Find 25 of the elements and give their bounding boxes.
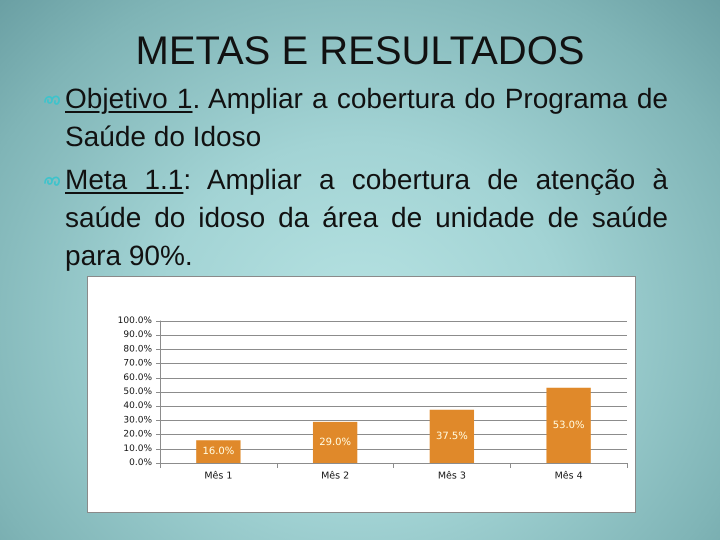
y-tick-label: 0.0%: [129, 458, 152, 468]
data-label: 53.0%: [552, 420, 585, 431]
x-tick-label: Mês 4: [554, 470, 583, 482]
bar: [546, 388, 591, 463]
y-tick-label: 40.0%: [123, 401, 152, 412]
y-tick-label: 90.0%: [123, 330, 152, 340]
text: Objetivo 1. Ampliar a cobertura do Programa de Saúde do Idoso: [65, 83, 668, 152]
data-label: 37.5%: [436, 430, 468, 442]
x-tick-label: Mês 3: [438, 470, 466, 482]
y-tick-label: 30.0%: [123, 415, 152, 426]
data-label: 16.0%: [202, 446, 234, 458]
bar: [312, 422, 358, 463]
x-tick-label: Mês 1: [204, 470, 232, 482]
y-tick-label: 10.0%: [123, 444, 152, 454]
y-tick-label: 20.0%: [123, 430, 152, 440]
y-tick-label: 50.0%: [123, 387, 152, 397]
bar: [430, 410, 474, 463]
data-label: 29.0%: [319, 436, 352, 448]
text: Meta 1.1: Ampliar a cobertura de atenção à saúde do idoso da área de unidade de saúde para 90%.: [65, 164, 668, 271]
y-tick-label: 100.0%: [118, 316, 152, 326]
x-tick-label: Mês 2: [321, 470, 350, 482]
y-tick-label: 70.0%: [123, 358, 152, 369]
y-tick-label: 60.0%: [123, 372, 152, 383]
y-tick-label: 80.0%: [123, 344, 152, 354]
chart-title: METAS E RESULTADOS: [134, 29, 586, 74]
